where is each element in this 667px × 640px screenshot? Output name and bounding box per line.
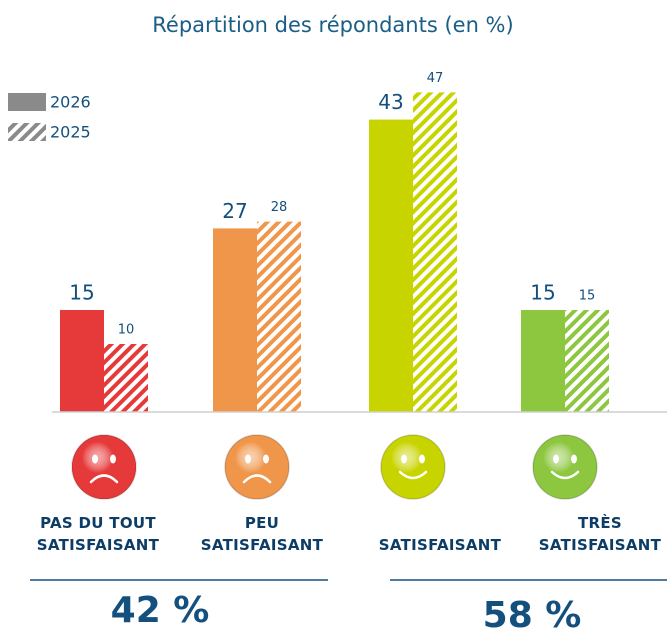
group-total: 42 % xyxy=(110,590,210,631)
value-label: 43 xyxy=(378,90,403,114)
value-label: 47 xyxy=(427,71,444,86)
bar xyxy=(104,344,148,412)
bar xyxy=(213,228,257,412)
smiley xyxy=(71,434,137,500)
value-label: 10 xyxy=(118,323,135,338)
category-label: SATISFAISANT xyxy=(378,536,502,554)
bar xyxy=(60,310,104,412)
smiley xyxy=(380,434,446,500)
value-label: 28 xyxy=(271,200,288,215)
legend-label: 2026 xyxy=(50,93,91,112)
legend-swatch xyxy=(8,123,46,141)
category-label: PAS DU TOUT SATISFAISANT xyxy=(36,514,160,554)
legend-swatch xyxy=(8,93,46,111)
value-label: 15 xyxy=(69,281,94,305)
bar xyxy=(369,119,413,412)
smiley xyxy=(532,434,598,500)
category-label: PEU SATISFAISANT xyxy=(200,514,324,554)
chart-title: Répartition des répondants (en %) xyxy=(152,13,513,37)
bar xyxy=(257,221,301,412)
group-total: 58 % xyxy=(482,595,582,636)
category-label: TRÈS SATISFAISANT xyxy=(538,514,662,554)
bar xyxy=(521,310,565,412)
bar xyxy=(413,92,457,413)
bar xyxy=(565,310,609,412)
legend-label: 2025 xyxy=(50,123,91,142)
value-label: 15 xyxy=(530,281,555,305)
value-label: 15 xyxy=(579,289,596,304)
smiley xyxy=(224,434,290,500)
value-label: 27 xyxy=(222,199,247,223)
